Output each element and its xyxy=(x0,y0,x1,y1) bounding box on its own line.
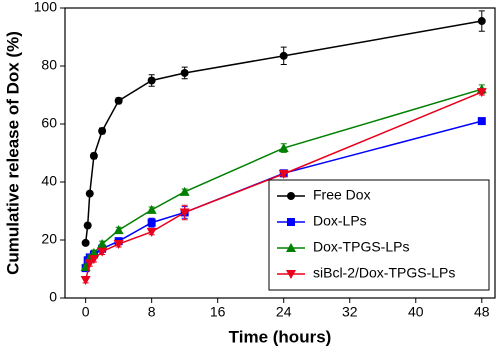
marker xyxy=(278,169,289,179)
y-tick-label: 20 xyxy=(41,231,57,247)
marker xyxy=(97,239,108,249)
x-tick-label: 0 xyxy=(82,304,90,320)
x-tick-label: 24 xyxy=(276,304,292,320)
marker xyxy=(477,117,486,126)
y-axis-label: Cumulative release of Dox (%) xyxy=(3,31,22,275)
legend-label: Dox-LPs xyxy=(313,213,367,229)
marker xyxy=(83,221,92,230)
legend-box xyxy=(268,179,490,291)
marker xyxy=(278,143,289,153)
marker xyxy=(279,51,288,60)
marker xyxy=(89,151,98,160)
marker xyxy=(180,68,189,77)
marker xyxy=(85,189,94,198)
marker xyxy=(179,186,190,196)
x-tick-label: 32 xyxy=(342,304,358,320)
marker xyxy=(287,192,295,200)
y-tick-label: 0 xyxy=(49,289,57,305)
y-tick-label: 80 xyxy=(41,57,57,73)
marker xyxy=(147,218,156,227)
marker xyxy=(113,225,124,235)
legend-label: Free Dox xyxy=(313,187,371,203)
y-tick-label: 60 xyxy=(41,115,57,131)
marker xyxy=(81,238,90,247)
marker xyxy=(88,248,99,258)
marker xyxy=(113,240,124,250)
marker xyxy=(98,126,107,135)
x-tick-label: 16 xyxy=(210,304,226,320)
y-tick-label: 40 xyxy=(41,173,57,189)
legend-label: Dox-TPGS-LPs xyxy=(313,239,409,255)
marker xyxy=(477,17,486,26)
plot-frame xyxy=(64,7,496,299)
x-tick-label: 48 xyxy=(474,304,490,320)
marker xyxy=(286,270,296,279)
marker xyxy=(84,259,95,269)
series-line xyxy=(84,20,482,243)
x-tick-label: 40 xyxy=(408,304,424,320)
marker xyxy=(146,204,157,214)
marker xyxy=(88,255,99,265)
marker xyxy=(286,243,296,252)
marker xyxy=(114,96,123,105)
legend-label: siBcl-2/Dox-TPGS-LPs xyxy=(313,265,455,281)
marker xyxy=(146,227,157,237)
marker xyxy=(476,88,487,98)
marker xyxy=(287,218,295,226)
x-axis-label: Time (hours) xyxy=(229,327,332,346)
marker xyxy=(80,276,91,286)
marker xyxy=(147,76,156,85)
marker xyxy=(97,247,108,257)
marker xyxy=(179,208,190,218)
y-tick-label: 100 xyxy=(34,0,58,15)
x-tick-label: 8 xyxy=(148,304,156,320)
